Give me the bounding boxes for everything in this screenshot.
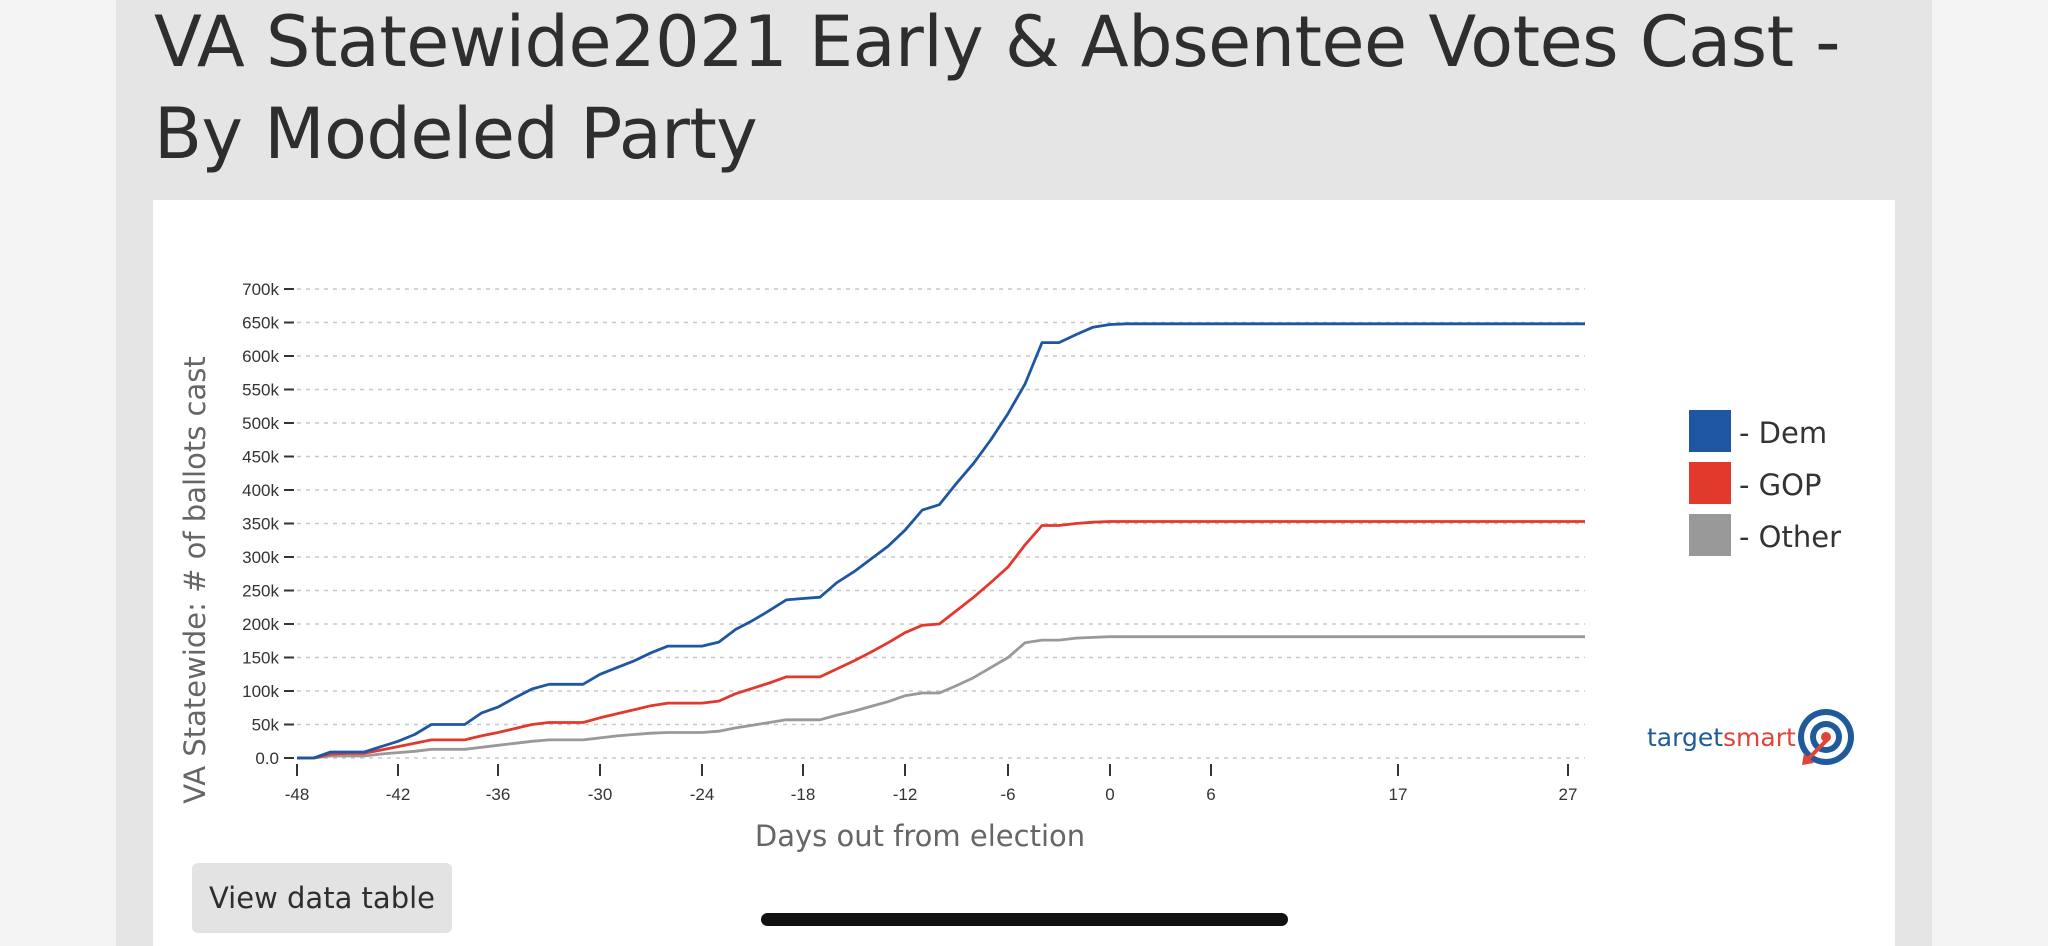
y-tick-label: 500k [242, 414, 279, 433]
y-tick-label: 150k [242, 649, 279, 668]
legend-swatch-other [1689, 514, 1731, 556]
x-axis-title: Days out from election [755, 819, 1085, 853]
x-tick-label: -18 [791, 785, 816, 804]
series-line-gop [297, 520, 1585, 760]
legend-swatch-dem [1689, 410, 1731, 452]
y-tick-label: 350k [242, 515, 279, 534]
x-tick-label: 27 [1559, 785, 1578, 804]
y-tick-label: 50k [252, 716, 280, 735]
legend-label-other: - Other [1739, 520, 1841, 554]
x-axis: -48 -42 -36 -30 -24 -18 -12 -6 0 6 17 27 [285, 764, 1578, 804]
y-tick-label: 450k [242, 448, 279, 467]
chart-svg: 0.0 50k 100k 150k 200k 250k 300k 350k 400k 450k 50… [178, 280, 1854, 853]
target-bullseye-icon [1798, 709, 1854, 765]
x-tick-label: -48 [285, 785, 310, 804]
chart-panel: 0.0 50k 100k 150k 200k 250k 300k 350k 400k 450k 50… [153, 200, 1895, 946]
y-axis-title: VA Statewide: # of ballots cast [178, 356, 212, 803]
x-tick-label: 6 [1206, 785, 1215, 804]
x-tick-label: -12 [893, 785, 918, 804]
x-tick-label: -36 [486, 785, 511, 804]
y-tick-label: 100k [242, 682, 279, 701]
y-tick-label: 550k [242, 381, 279, 400]
brand-word-smart: smart [1723, 723, 1796, 752]
page-title: VA Statewide2021 Early & Absentee Votes … [154, 1, 1841, 175]
x-tick-label: 0 [1105, 785, 1114, 804]
legend-label-gop: - GOP [1739, 468, 1821, 502]
x-tick-label: -24 [690, 785, 715, 804]
y-tick-label: 600k [242, 347, 279, 366]
legend-swatch-gop [1689, 462, 1731, 504]
legend: - Dem - GOP - Other [1689, 410, 1841, 556]
brand-word-target: target [1647, 723, 1723, 752]
y-tick-label: 200k [242, 615, 279, 634]
y-tick-label: 300k [242, 548, 279, 567]
y-tick-label: 700k [242, 280, 279, 299]
y-tick-label: 650k [242, 314, 279, 333]
x-tick-label: 17 [1389, 785, 1408, 804]
legend-item-gop[interactable]: - GOP [1689, 462, 1821, 504]
x-tick-label: -6 [1000, 785, 1015, 804]
legend-item-other[interactable]: - Other [1689, 514, 1841, 556]
brand-wordmark: targetsmart [1647, 723, 1796, 752]
home-indicator [761, 913, 1288, 926]
y-tick-label: 0.0 [255, 749, 279, 768]
x-tick-label: -30 [588, 785, 613, 804]
y-axis: 0.0 50k 100k 150k 200k 250k 300k 350k 400k 450k 50… [242, 280, 294, 768]
y-tick-label: 250k [242, 582, 279, 601]
series-line-dem [297, 322, 1585, 760]
series-line-other [297, 635, 1585, 760]
targetsmart-logo: targetsmart [1647, 709, 1854, 765]
y-tick-label: 400k [242, 481, 279, 500]
legend-item-dem[interactable]: - Dem [1689, 410, 1827, 452]
x-tick-label: -42 [386, 785, 411, 804]
series-lines [297, 322, 1585, 760]
view-data-table-button[interactable]: View data table [192, 863, 452, 933]
legend-label-dem: - Dem [1739, 416, 1827, 450]
grid-lines [297, 288, 1585, 759]
